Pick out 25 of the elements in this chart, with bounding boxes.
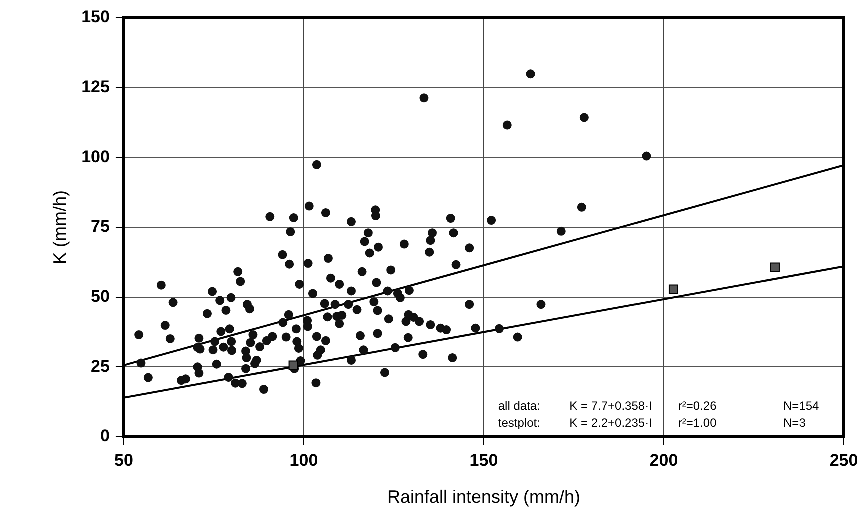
point xyxy=(668,284,678,294)
y-tick-label: 25 xyxy=(91,356,110,376)
y-tick-label: 100 xyxy=(82,147,110,166)
annotation: testplot: xyxy=(498,416,540,430)
x-tick-label: 50 xyxy=(114,450,134,470)
y-tick-label: 0 xyxy=(100,426,110,446)
y-axis-title: K (mm/h) xyxy=(50,190,70,264)
x-tick-label: 150 xyxy=(470,450,498,470)
x-tick-label: 200 xyxy=(650,450,678,470)
annotation: all data: xyxy=(498,399,540,413)
x-tick-label: 250 xyxy=(830,450,858,470)
annotation: N=154 xyxy=(784,399,820,413)
y-tick-label: 125 xyxy=(82,78,110,97)
point xyxy=(770,262,780,272)
annotation: N=3 xyxy=(784,416,806,430)
x-tick-label: 100 xyxy=(290,450,318,470)
y-tick-label: 150 xyxy=(82,8,110,27)
annotation: r²=1.00 xyxy=(678,416,718,430)
y-tick-label: 75 xyxy=(91,217,110,236)
y-tick-label: 50 xyxy=(91,287,110,306)
annotation: K = 7.7+0.358·I xyxy=(570,399,652,413)
annotation: r²=0.26 xyxy=(678,399,718,413)
x-axis-title: Rainfall intensity (mm/h) xyxy=(387,487,581,508)
point xyxy=(288,360,298,370)
annotation: K = 2.2+0.235·I xyxy=(570,416,652,430)
